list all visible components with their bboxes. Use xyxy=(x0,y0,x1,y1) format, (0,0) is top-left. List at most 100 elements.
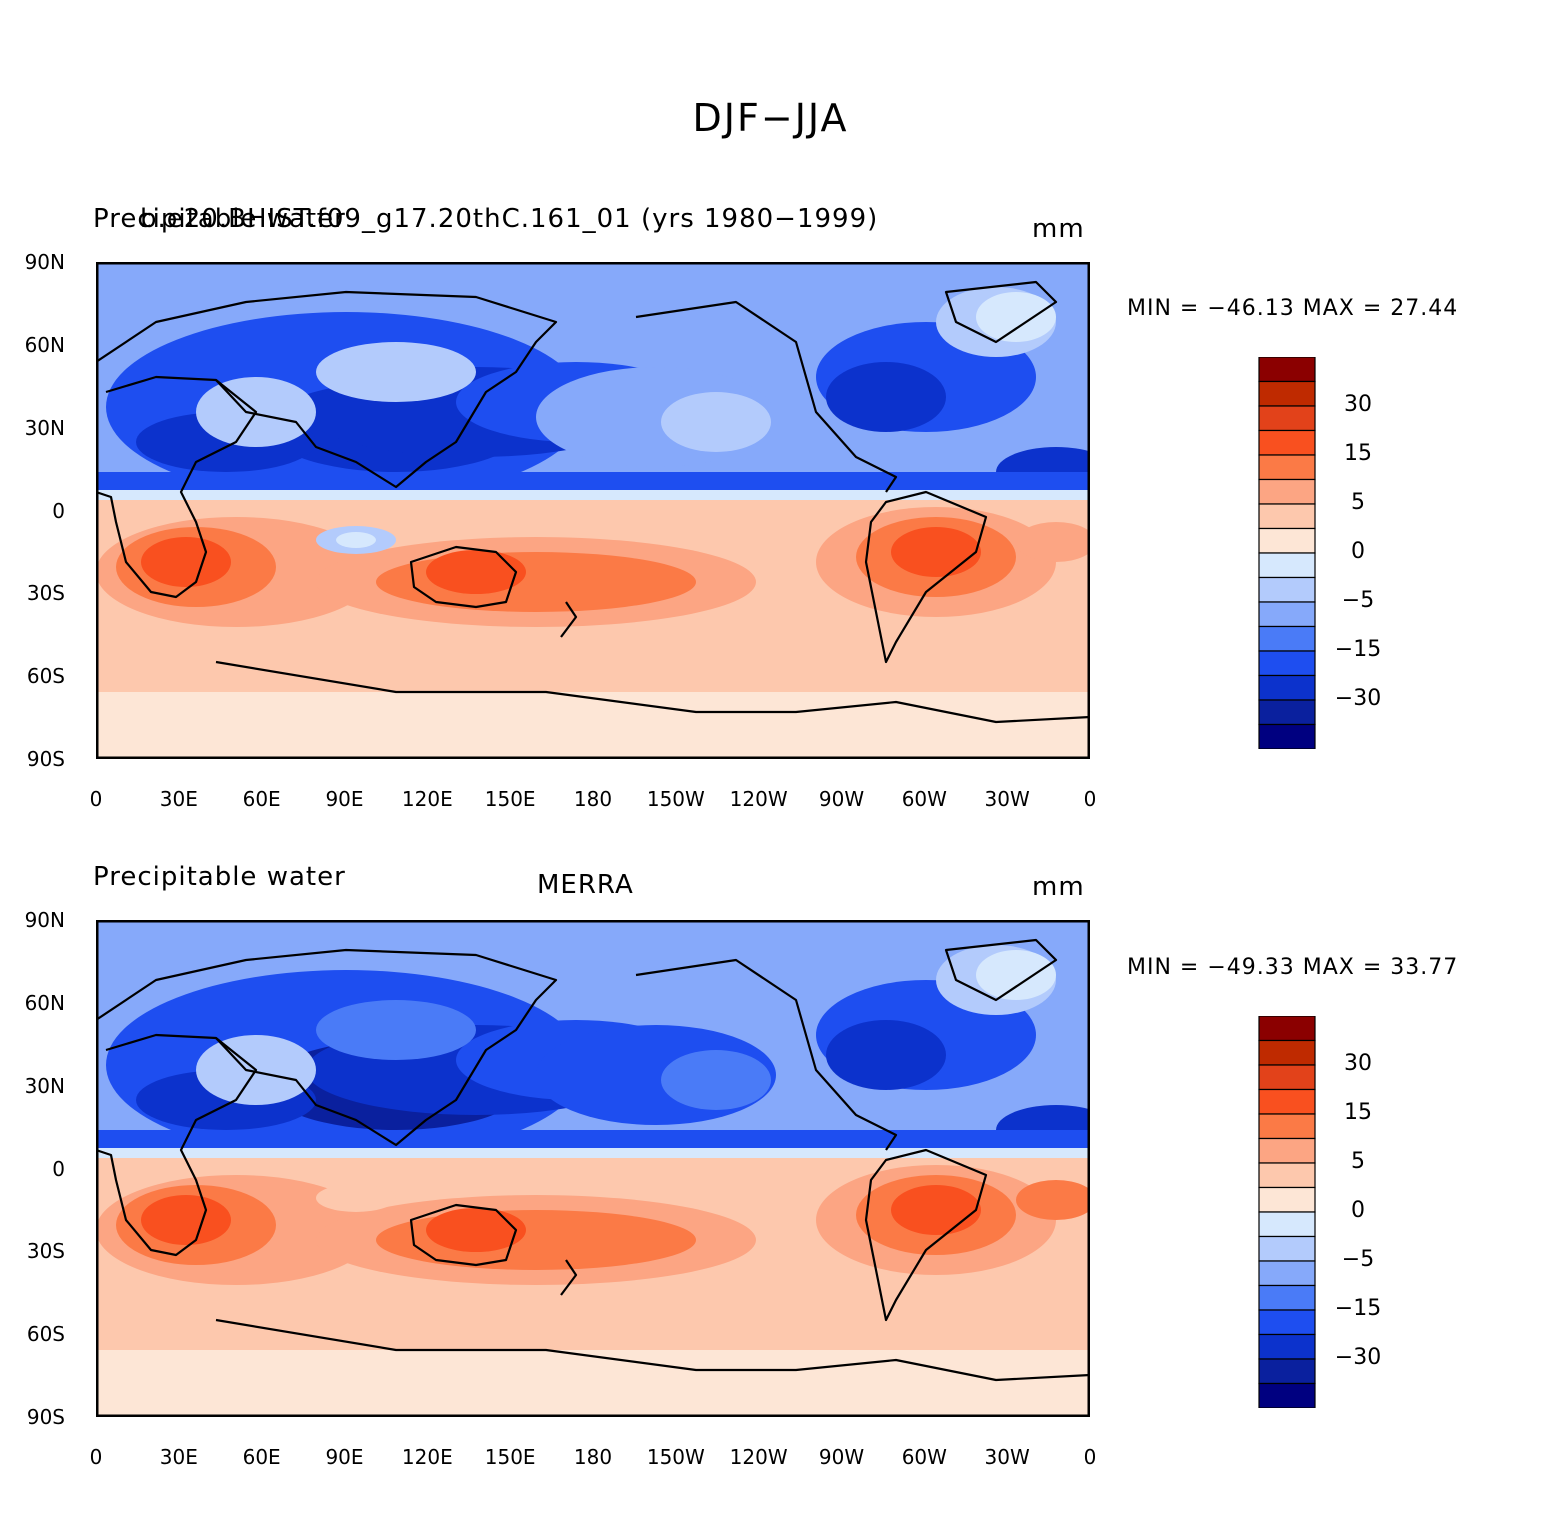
contour-region xyxy=(376,1210,696,1270)
coastline xyxy=(215,660,1090,724)
x-tick-label: 30E xyxy=(159,1445,198,1469)
x-tick-label: 60E xyxy=(242,1445,281,1469)
colorbar-swatch xyxy=(1258,1358,1316,1385)
x-tick-label: 90W xyxy=(818,1445,865,1469)
colorbar-label: −30 xyxy=(1334,1345,1382,1370)
y-tick-label: 60N xyxy=(24,332,65,357)
colorbar-swatch xyxy=(1258,1284,1316,1311)
contour-region xyxy=(96,1350,1090,1417)
min-max-stats: MIN = −49.33 MAX = 33.77 xyxy=(1127,955,1459,980)
contour-region xyxy=(661,1050,771,1110)
y-tick-label: 30S xyxy=(26,1239,65,1264)
x-tick-label: 60E xyxy=(242,787,281,811)
x-tick-label: 180 xyxy=(573,787,613,811)
x-tick-label: 150W xyxy=(646,787,705,811)
y-tick-label: 30N xyxy=(24,1073,65,1098)
colorbar-label: −15 xyxy=(1334,1296,1382,1321)
x-tick-label: 90E xyxy=(325,787,364,811)
contour-region xyxy=(141,1195,231,1245)
colorbar-swatch xyxy=(1258,1113,1316,1140)
x-tick-label: 30W xyxy=(984,1445,1030,1469)
colorbar-swatch xyxy=(1258,1211,1316,1238)
contour-region xyxy=(336,1190,376,1206)
colorbar-swatch xyxy=(1258,601,1316,628)
coastline xyxy=(409,545,518,609)
colorbar-swatch xyxy=(1258,1016,1316,1042)
y-tick-label: 60N xyxy=(24,990,65,1015)
contour-region xyxy=(96,920,1090,950)
colorbar-swatch xyxy=(1258,625,1316,652)
colorbar-swatch xyxy=(1258,1162,1316,1189)
colorbar-swatch xyxy=(1258,1309,1316,1336)
x-tick-label: 120W xyxy=(729,1445,788,1469)
contour-region xyxy=(426,1208,526,1252)
x-tick-label: 150E xyxy=(484,787,536,811)
x-tick-label: 120E xyxy=(401,787,453,811)
colorbar-swatch xyxy=(1258,503,1316,530)
x-tick-label: 30E xyxy=(159,787,198,811)
coastline xyxy=(864,490,988,664)
panel-left-title: Precipitable water xyxy=(93,204,346,234)
colorbar-label: −15 xyxy=(1334,637,1382,662)
colorbar-swatch xyxy=(1258,674,1316,701)
figure-title: DJF−JJA xyxy=(692,96,849,140)
coastline xyxy=(96,1033,258,1257)
panel-units: mm xyxy=(1032,214,1085,244)
x-tick-label: 0 xyxy=(89,1445,103,1469)
x-tick-label: 90W xyxy=(818,787,865,811)
colorbar-swatch xyxy=(1258,380,1316,407)
y-tick-label: 90N xyxy=(24,908,65,932)
colorbar-swatch xyxy=(1258,1235,1316,1262)
y-tick-label: 90S xyxy=(26,1405,65,1429)
contour-region xyxy=(316,1000,476,1060)
x-tick-label: 150E xyxy=(484,1445,536,1469)
panel-center-title: MERRA xyxy=(537,870,634,900)
colorbar-swatch xyxy=(1258,1186,1316,1213)
x-tick-label: 60W xyxy=(901,1445,947,1469)
y-tick-label: 0 xyxy=(52,498,65,523)
colorbar xyxy=(1258,1016,1316,1408)
x-tick-label: 0 xyxy=(89,787,103,811)
colorbar-label: 15 xyxy=(1344,1100,1372,1125)
colorbar-label: −5 xyxy=(1341,1247,1375,1272)
x-tick-label: 180 xyxy=(573,1445,613,1469)
contour-region xyxy=(316,342,476,402)
contour-region xyxy=(661,392,771,452)
colorbar-label: −5 xyxy=(1341,588,1375,613)
x-tick-label: 60W xyxy=(901,787,947,811)
coastline xyxy=(864,1148,988,1322)
coastline xyxy=(96,375,258,599)
coastline xyxy=(96,948,558,1147)
x-tick-label: 90E xyxy=(325,1445,364,1469)
colorbar-label: 5 xyxy=(1351,490,1365,515)
colorbar-swatch xyxy=(1258,1333,1316,1360)
colorbar-label: −30 xyxy=(1334,686,1382,711)
colorbar-label: 0 xyxy=(1351,539,1365,564)
x-tick-label: 120W xyxy=(729,787,788,811)
colorbar-label: 30 xyxy=(1344,1051,1372,1076)
colorbar-label: 30 xyxy=(1344,392,1372,417)
y-tick-label: 60S xyxy=(26,664,65,689)
y-tick-label: 30N xyxy=(24,415,65,440)
x-tick-label: 30W xyxy=(984,787,1030,811)
map-frame xyxy=(96,262,1090,759)
contour-region xyxy=(891,527,981,577)
colorbar-swatch xyxy=(1258,1382,1316,1408)
colorbar xyxy=(1258,357,1316,749)
colorbar-swatch xyxy=(1258,405,1316,432)
colorbar-swatch xyxy=(1258,723,1316,749)
panel-left-title: Precipitable water xyxy=(93,862,346,892)
coastline xyxy=(944,280,1058,344)
x-tick-label: 0 xyxy=(1083,787,1097,811)
colorbar-swatch xyxy=(1258,1088,1316,1115)
coastline xyxy=(635,300,898,493)
x-tick-label: 150W xyxy=(646,1445,705,1469)
coastline xyxy=(560,601,578,638)
coastline xyxy=(409,1203,518,1267)
y-tick-label: 90N xyxy=(24,250,65,274)
contour-region xyxy=(1016,1180,1090,1220)
colorbar-swatch xyxy=(1258,429,1316,456)
colorbar-swatch xyxy=(1258,1137,1316,1164)
colorbar-swatch xyxy=(1258,699,1316,726)
contour-region xyxy=(891,1185,981,1235)
